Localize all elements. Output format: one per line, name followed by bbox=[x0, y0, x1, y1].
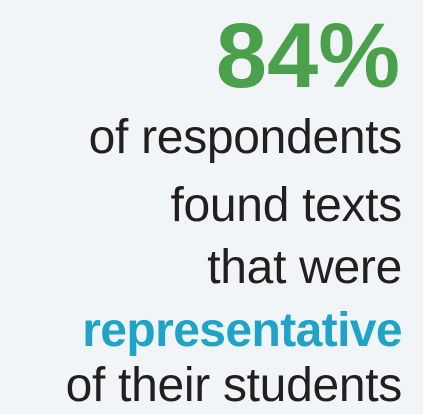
stat-line-2: found texts bbox=[170, 179, 402, 232]
stat-percentage: 84% bbox=[215, 5, 400, 107]
stat-line-5: of their students bbox=[65, 359, 403, 412]
stat-line-1: of respondents bbox=[88, 111, 403, 164]
stat-highlight-word: representative bbox=[82, 304, 402, 357]
stat-line-3: that were bbox=[207, 241, 402, 294]
